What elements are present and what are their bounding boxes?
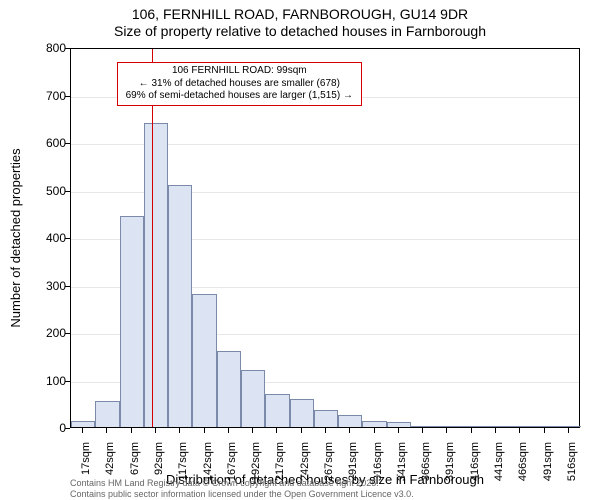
histogram-bar (265, 394, 289, 427)
histogram-bar (95, 401, 119, 427)
annotation-line1: 106 FERNHILL ROAD: 99sqm (122, 65, 357, 78)
x-tick-label: 42sqm (104, 442, 116, 475)
x-tick-mark (179, 428, 180, 433)
x-tick-mark (519, 428, 520, 433)
y-tick-label: 100 (6, 374, 66, 388)
y-tick-label: 200 (6, 326, 66, 340)
histogram-bar (241, 370, 265, 427)
x-tick-mark (568, 428, 569, 433)
x-tick-mark (276, 428, 277, 433)
histogram-bar (411, 426, 435, 427)
histogram-bar (144, 123, 168, 427)
y-tick-mark (65, 428, 70, 429)
y-tick-label: 400 (6, 231, 66, 245)
chart-title-line2: Size of property relative to detached ho… (0, 23, 600, 40)
x-tick-mark (544, 428, 545, 433)
y-tick-label: 500 (6, 184, 66, 198)
histogram-bar (484, 426, 508, 427)
x-tick-mark (301, 428, 302, 433)
y-tick-label: 300 (6, 279, 66, 293)
histogram-bar (362, 421, 386, 427)
attribution-line2: Contains public sector information licen… (70, 489, 414, 499)
x-tick-label: 67sqm (129, 442, 141, 475)
x-tick-mark (228, 428, 229, 433)
histogram-bar (120, 216, 144, 427)
attribution-line1: Contains HM Land Registry data © Crown c… (70, 478, 414, 488)
chart-title-line1: 106, FERNHILL ROAD, FARNBOROUGH, GU14 9D… (0, 6, 600, 23)
x-tick-mark (398, 428, 399, 433)
x-tick-mark (325, 428, 326, 433)
attribution-block: Contains HM Land Registry data © Crown c… (70, 478, 414, 499)
x-tick-mark (349, 428, 350, 433)
x-tick-mark (155, 428, 156, 433)
histogram-bar (217, 351, 241, 427)
y-tick-label: 0 (6, 421, 66, 435)
histogram-bar (71, 421, 95, 427)
x-tick-mark (422, 428, 423, 433)
y-tick-label: 600 (6, 136, 66, 150)
x-tick-label: 92sqm (153, 442, 165, 475)
x-tick-label: 17sqm (80, 442, 92, 475)
histogram-bar (387, 422, 411, 427)
annotation-line2: ← 31% of detached houses are smaller (67… (122, 78, 357, 91)
histogram-bar (168, 185, 192, 427)
x-tick-mark (446, 428, 447, 433)
histogram-bar (557, 426, 581, 427)
chart-container: 106, FERNHILL ROAD, FARNBOROUGH, GU14 9D… (0, 0, 600, 500)
y-tick-label: 800 (6, 41, 66, 55)
histogram-bar (290, 399, 314, 428)
x-tick-mark (106, 428, 107, 433)
y-tick-label: 700 (6, 89, 66, 103)
histogram-bar (532, 426, 556, 427)
x-tick-mark (374, 428, 375, 433)
histogram-bar (314, 410, 338, 427)
x-tick-mark (204, 428, 205, 433)
annotation-box: 106 FERNHILL ROAD: 99sqm ← 31% of detach… (117, 62, 362, 106)
x-tick-mark (471, 428, 472, 433)
histogram-bar (338, 415, 362, 427)
x-tick-mark (82, 428, 83, 433)
histogram-bar (508, 426, 532, 427)
x-tick-mark (131, 428, 132, 433)
histogram-bar (435, 426, 459, 427)
histogram-bar (192, 294, 216, 427)
x-tick-mark (252, 428, 253, 433)
annotation-line3: 69% of semi-detached houses are larger (… (122, 90, 357, 103)
plot-area: 106 FERNHILL ROAD: 99sqm ← 31% of detach… (70, 48, 580, 428)
chart-title-block: 106, FERNHILL ROAD, FARNBOROUGH, GU14 9D… (0, 6, 600, 40)
histogram-bar (460, 426, 484, 427)
x-tick-mark (495, 428, 496, 433)
